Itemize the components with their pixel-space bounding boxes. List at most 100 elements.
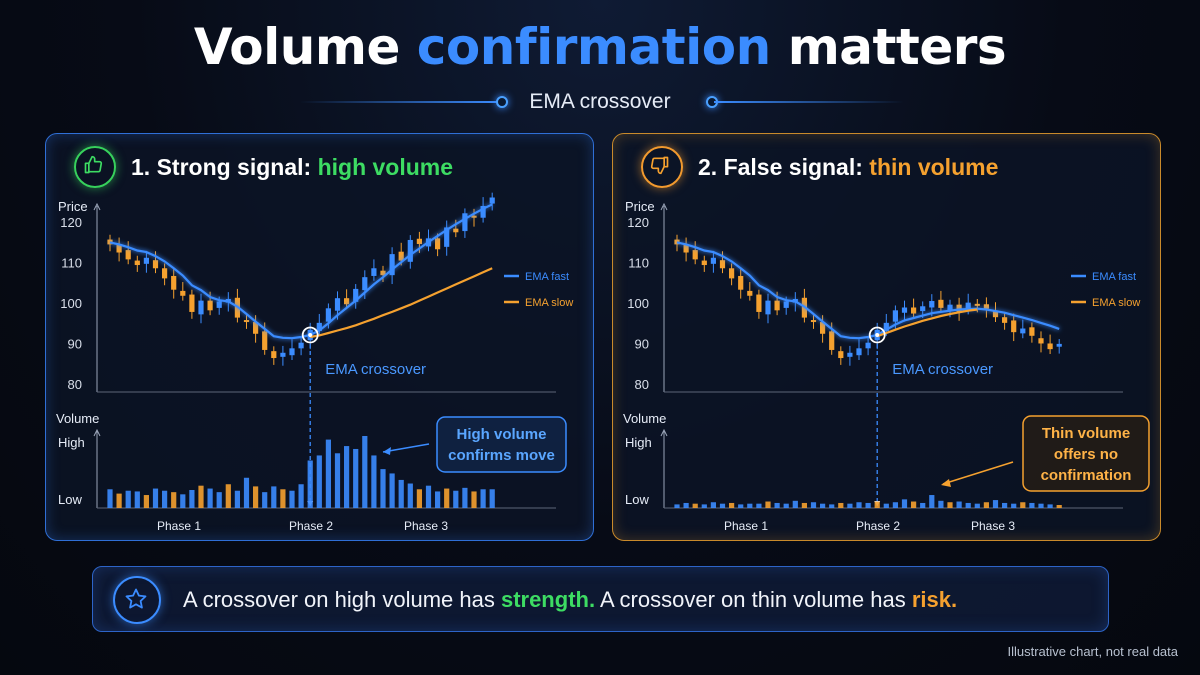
- candle: [116, 244, 122, 253]
- volume-bar: [416, 489, 422, 508]
- summary-strength: strength.: [500, 587, 596, 612]
- volume-bar: [774, 502, 780, 508]
- volume-bar: [911, 501, 917, 508]
- volume-bar: [453, 490, 459, 508]
- panel-heading-prefix: 2. False signal:: [698, 154, 870, 180]
- candle: [810, 320, 817, 323]
- panel-heading-prefix: 1. Strong signal:: [131, 154, 318, 180]
- volume-bar: [334, 453, 341, 508]
- legend-slow-label: EMA slow: [1092, 297, 1140, 309]
- volume-bar: [207, 488, 213, 508]
- phase-label: Phase 1: [157, 519, 201, 533]
- volume-bar: [344, 446, 350, 508]
- callout-text: High volume: [456, 426, 546, 443]
- crossover-dot: [875, 332, 880, 337]
- panel-heading-accent: high volume: [317, 154, 454, 180]
- price-tick-90: 90: [68, 336, 82, 351]
- volume-bar: [143, 495, 149, 508]
- thumbs-down-icon: [641, 146, 683, 188]
- candle: [974, 303, 980, 306]
- volume-bar: [234, 490, 240, 508]
- volume-bar: [316, 455, 322, 508]
- candle: [710, 257, 716, 264]
- volume-bar: [983, 502, 989, 508]
- candle: [965, 302, 971, 310]
- candle: [683, 244, 689, 253]
- candle: [1056, 343, 1062, 347]
- candle: [829, 331, 835, 350]
- volume-bar: [298, 484, 304, 508]
- volume-bar: [198, 485, 204, 508]
- strong-signal-panel: 1. Strong signal: high volume Price 120 11…: [45, 133, 594, 541]
- volume-bar: [271, 486, 277, 508]
- candle: [298, 342, 304, 349]
- candle: [243, 320, 250, 323]
- volume-bar: [683, 502, 689, 508]
- volume-bar: [792, 500, 798, 508]
- candle: [838, 351, 844, 359]
- candle: [444, 227, 450, 247]
- candle: [362, 277, 368, 291]
- candle: [911, 307, 917, 314]
- candle: [325, 308, 331, 322]
- price-tick-120: 120: [60, 215, 82, 230]
- callout-arrow: [942, 461, 1014, 485]
- volume-bar: [362, 436, 368, 508]
- candle: [189, 294, 195, 312]
- candle: [398, 251, 404, 261]
- footnote: Illustrative chart, not real data: [1007, 644, 1178, 659]
- candle: [471, 215, 477, 218]
- subtitle-dot-left: [496, 96, 508, 108]
- candle: [171, 275, 177, 290]
- price-axis-label: Price: [625, 199, 655, 214]
- phase-label: Phase 2: [289, 519, 333, 533]
- candle: [883, 322, 889, 331]
- candle: [756, 294, 762, 312]
- legend-fast-label: EMA fast: [525, 271, 569, 283]
- callout-arrowhead: [383, 447, 391, 455]
- false-signal-panel: 2. False signal: thin volume Price 120 110…: [612, 133, 1161, 541]
- crossover-label: EMA crossover: [325, 361, 426, 378]
- volume-bar: [180, 494, 186, 508]
- candle: [143, 257, 149, 264]
- summary-text-1: A crossover on high volume has: [183, 587, 501, 612]
- volume-bar: [783, 503, 789, 508]
- candle: [489, 197, 495, 204]
- volume-bar: [444, 488, 450, 508]
- volume-tick-high: High: [58, 435, 85, 450]
- volume-bar: [847, 503, 853, 508]
- summary-text-2: A crossover on thin volume has: [595, 587, 912, 612]
- volume-bar: [307, 460, 313, 508]
- callout-text: Thin volume: [1042, 425, 1130, 442]
- volume-tick-high: High: [625, 435, 652, 450]
- volume-bar: [134, 491, 140, 508]
- crossover-label: EMA crossover: [892, 361, 993, 378]
- ema-fast-line: [676, 241, 1060, 340]
- candle: [462, 213, 468, 232]
- volume-axis-arrow: [660, 428, 668, 437]
- thumbs-up-icon: [74, 146, 116, 188]
- volume-bar: [489, 489, 495, 508]
- subtitle-line-left: [300, 101, 500, 103]
- candle: [316, 322, 322, 331]
- candle: [125, 250, 131, 260]
- volume-bar: [756, 503, 762, 508]
- volume-bar: [1038, 503, 1044, 508]
- callout-arrowhead: [941, 479, 951, 487]
- candle: [820, 322, 826, 334]
- candle: [765, 300, 771, 315]
- ema-fast-line: [109, 203, 493, 340]
- candle: [729, 268, 735, 279]
- panel-heading: 2. False signal: thin volume: [698, 154, 998, 181]
- candle: [198, 300, 204, 315]
- price-tick-100: 100: [627, 296, 649, 311]
- summary-text: A crossover on high volume has strength.…: [183, 587, 957, 613]
- volume-bar: [389, 473, 395, 508]
- candle: [334, 298, 341, 311]
- volume-bar: [171, 492, 177, 508]
- volume-bar: [325, 439, 331, 508]
- title-part-1: Volume: [193, 18, 401, 76]
- candle: [983, 304, 989, 309]
